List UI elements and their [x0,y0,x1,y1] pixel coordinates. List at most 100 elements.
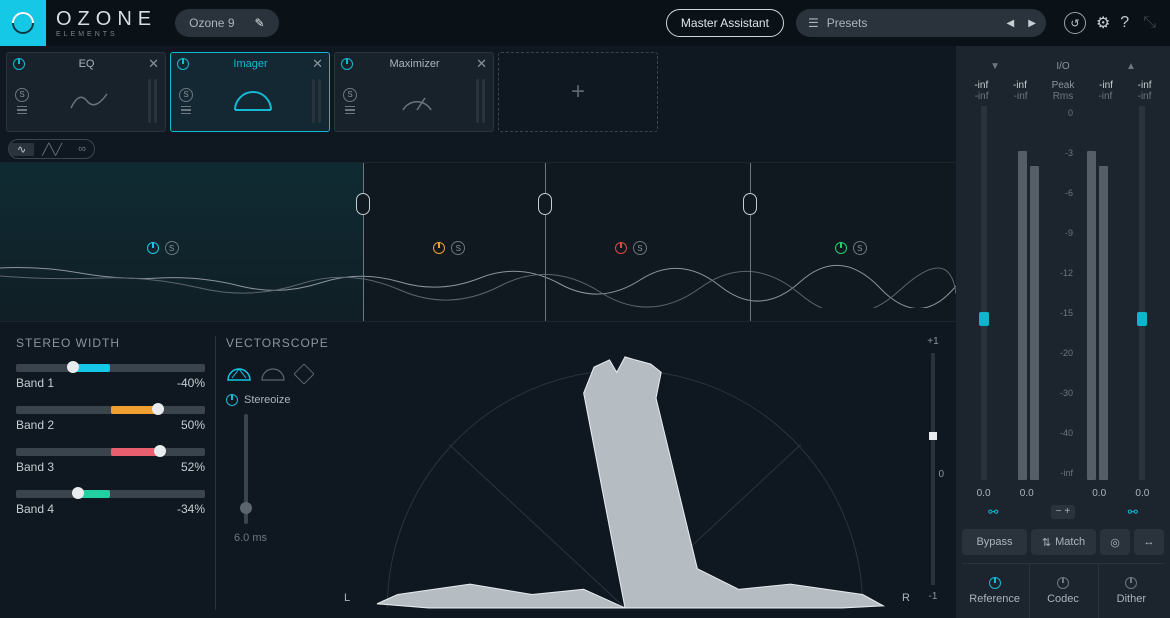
band-label: Band 4 [16,502,54,516]
list-icon[interactable] [181,106,191,115]
view-curve-button[interactable]: ∞ [70,143,94,155]
module-eq[interactable]: EQ✕ S [6,52,166,132]
module-chain: EQ✕ S Imager✕ S Maximizer✕ S [0,46,956,136]
sum-to-mono-button[interactable]: ◎ [1100,529,1130,555]
band-label: Band 1 [16,376,54,390]
help-icon[interactable]: ? [1120,14,1129,32]
solo-icon[interactable]: S [179,88,193,102]
band-solo-icon[interactable]: S [165,241,179,255]
close-icon[interactable]: ✕ [148,56,159,72]
width-slider[interactable] [16,406,205,414]
crossover-handle[interactable] [743,193,757,215]
band-power-icon[interactable]: .b-pwr::after{background:inherit} [835,242,847,254]
correlation-indicator [929,432,937,440]
module-meter [476,79,485,123]
db-tick: -20 [1060,348,1073,358]
add-module-button[interactable]: + [498,52,658,132]
view-waveform-button[interactable]: ∿ [9,143,34,156]
band-solo-icon[interactable]: S [853,241,867,255]
input-gain-slider[interactable] [964,106,1005,480]
view-spectrum-button[interactable]: ╱╲╱ [34,143,70,156]
output-collapse-icon[interactable]: ▲ [1126,61,1136,72]
width-slider[interactable] [16,364,205,372]
stereoize-power-icon[interactable] [226,394,238,406]
resize-icon[interactable]: ⤡ [1143,14,1156,32]
out-gain-l: 0.0 [1092,488,1106,499]
presets-label: Presets [827,16,868,30]
corr-plus1: +1 [927,336,938,347]
width-slider[interactable] [16,448,205,456]
codec-tab[interactable]: Codec [1029,564,1095,618]
solo-icon[interactable]: S [343,88,357,102]
band-label: Band 2 [16,418,54,432]
band-value: -40% [177,376,205,390]
band-power-icon[interactable]: .b-pwr::after{background:inherit} [615,242,627,254]
module-maximizer[interactable]: Maximizer✕ S [334,52,494,132]
edit-icon[interactable]: ✎ [255,16,265,30]
close-icon[interactable]: ✕ [312,56,323,72]
spectrum-waveform [0,258,956,308]
gain-match-button[interactable]: ⇅Match [1031,529,1096,555]
bypass-button[interactable]: Bypass [962,529,1027,555]
brand-text: OZONE ELEMENTS [56,8,157,38]
power-icon[interactable] [13,58,25,70]
power-icon[interactable] [341,58,353,70]
module-imager[interactable]: Imager✕ S [170,52,330,132]
preset-prev-button[interactable]: ◀ [1007,18,1015,29]
presets-dropdown[interactable]: ☰ Presets ◀ ▶ [796,9,1046,37]
scope-mode-polar-icon[interactable] [226,364,252,382]
solo-icon[interactable]: S [15,88,29,102]
scope-mode-lissajous-icon[interactable] [294,364,314,384]
crossover-handle[interactable] [538,193,552,215]
output-gain-slider[interactable] [1122,106,1163,480]
swap-channels-button[interactable]: ↔ [1134,529,1164,555]
scope-mode-dots-icon[interactable] [260,364,286,382]
db-tick: -12 [1060,268,1073,278]
input-link-icon[interactable]: ⚯ [988,505,998,519]
crossover-divider[interactable] [363,163,364,321]
crossover-divider[interactable] [545,163,546,321]
multiband-display[interactable]: .b-pwr::after{background:inherit} S .b-pwr… [0,162,956,322]
band-power-icon[interactable]: .b-pwr::after{background:inherit} [433,242,445,254]
list-icon[interactable] [17,106,27,115]
band-solo-icon[interactable]: S [451,241,465,255]
input-collapse-icon[interactable]: ▼ [990,61,1000,72]
output-meter [1077,106,1118,480]
presets-list-icon: ☰ [808,16,819,30]
peak-label: Peak [1052,80,1075,91]
correlation-meter: +1 0 -1 [922,336,944,602]
dither-tab[interactable]: Dither [1098,564,1164,618]
in-peak-l: -inf [974,80,988,91]
stereoize-slider[interactable] [244,414,248,524]
settings-icon[interactable]: ⚙ [1096,13,1110,33]
corr-minus1: -1 [929,591,938,602]
band-power-icon[interactable]: .b-pwr::after{background:inherit} [147,242,159,254]
crossover-divider[interactable] [750,163,751,321]
vectorscope-panel: VECTORSCOPE Stereoize 6.0 ms L R [226,336,944,610]
power-icon[interactable] [177,58,189,70]
crossover-handle[interactable] [356,193,370,215]
gain-match-minus[interactable]: − + [1051,505,1075,519]
in-gain-l: 0.0 [977,488,991,499]
preset-selector[interactable]: Ozone 9 ✎ [175,9,278,37]
master-assistant-button[interactable]: Master Assistant [666,9,784,37]
db-tick: 0 [1068,108,1073,118]
history-icon[interactable]: ↺ [1064,12,1086,34]
output-link-icon[interactable]: ⚯ [1128,505,1138,519]
band-solo-icon[interactable]: S [633,241,647,255]
list-icon[interactable] [345,106,355,115]
db-tick: -15 [1060,308,1073,318]
width-slider[interactable] [16,490,205,498]
preset-next-button[interactable]: ▶ [1028,18,1036,29]
vectorscope-display [346,336,904,610]
reference-tab[interactable]: Reference [962,564,1027,618]
power-icon [1125,577,1137,589]
master-assistant-label: Master Assistant [681,16,769,30]
db-tick: -40 [1060,428,1073,438]
match-label: Match [1055,536,1085,548]
tab-label: Codec [1047,593,1079,605]
in-rms-l: -inf [975,91,989,102]
imager-arc-icon [231,88,275,114]
io-label: I/O [1056,61,1069,72]
close-icon[interactable]: ✕ [476,56,487,72]
